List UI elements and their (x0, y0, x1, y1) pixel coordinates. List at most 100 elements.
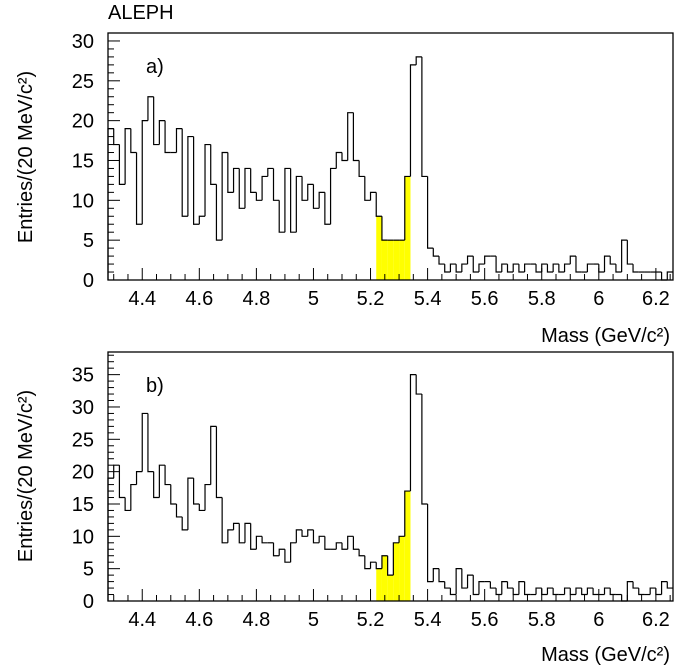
histogram-bin (609, 588, 616, 596)
histogram-bin (518, 264, 525, 273)
histogram-bin (284, 167, 291, 233)
histogram-bin (318, 191, 325, 209)
histogram-bin (472, 575, 479, 596)
x-axis-label: Mass (GeV/c²) (541, 644, 670, 665)
histogram-bin (324, 192, 331, 225)
histogram-bin (449, 263, 457, 273)
histogram-bin (255, 535, 263, 550)
histogram-bin (358, 549, 365, 557)
histogram-bin (193, 136, 200, 225)
histogram-bin (232, 167, 240, 193)
histogram-bin (455, 264, 462, 273)
histogram-bin (324, 536, 331, 550)
histogram-bin (347, 112, 354, 161)
x-axis-label: Mass (GeV/c²) (541, 325, 670, 347)
histogram-bin (295, 529, 303, 543)
histogram-bin (558, 264, 565, 273)
histogram-bin (586, 587, 594, 595)
histogram-bin (329, 167, 337, 225)
histogram-bin (404, 175, 411, 241)
histogram-bin (135, 471, 143, 485)
histogram-bin (250, 168, 257, 193)
x-tick-label: 5.8 (528, 609, 556, 631)
histogram-bin (290, 542, 297, 563)
histogram-bin (409, 374, 417, 492)
histogram-bin (358, 160, 365, 178)
y-tick-label: 0 (83, 270, 94, 292)
histogram-bin (135, 152, 143, 225)
histogram-bin (204, 483, 211, 511)
histogram-bin (387, 555, 394, 576)
x-tick-label: 6.2 (642, 609, 670, 631)
histogram-bin (158, 464, 166, 498)
histogram-bin (181, 516, 188, 531)
histogram-bin (244, 167, 251, 209)
x-tick-label: 4.6 (185, 288, 213, 310)
histogram-bin (170, 484, 177, 505)
x-tick-label: 5 (308, 609, 319, 631)
histogram-bin (278, 548, 285, 556)
signal-bin (393, 240, 400, 280)
x-tick-label: 6.2 (642, 288, 670, 310)
histogram-bin (312, 529, 320, 544)
histogram-bin (518, 580, 525, 595)
histogram-bin (193, 478, 200, 505)
histogram-bin (375, 192, 382, 217)
histogram-bin (632, 581, 639, 589)
histogram-bin (227, 152, 234, 193)
histogram-bin (261, 175, 268, 201)
histogram-bin (592, 588, 599, 596)
histogram-bin (512, 263, 519, 273)
y-tick-label: 5 (83, 559, 94, 581)
histogram-bin (261, 536, 268, 544)
x-tick-label: 5.6 (471, 288, 499, 310)
histogram-panel: 4.4 4.6 4.8 5 5.2 5.4 5.6 5.8 6 6.2 0 5 10 15 20 25 30 a)… (15, 31, 674, 347)
signal-bin (387, 240, 394, 280)
histogram-bin (626, 240, 634, 265)
x-tick-label: 4.8 (242, 609, 270, 631)
histogram-bin (495, 588, 502, 596)
x-tick-label: 5.4 (414, 609, 442, 631)
y-tick-label: 25 (72, 71, 94, 93)
histogram-bin (141, 412, 148, 472)
histogram-bin (364, 176, 371, 201)
histogram-bin (124, 128, 131, 185)
histogram-bin (369, 191, 377, 201)
histogram-bin (478, 580, 485, 595)
y-tick-label: 30 (72, 397, 94, 419)
signal-bin (376, 568, 382, 601)
histogram-bin (535, 587, 542, 595)
histogram-bin (284, 549, 291, 563)
histogram-bin (563, 587, 571, 595)
plot-frame (107, 32, 674, 281)
panel-label: b) (146, 375, 164, 397)
x-tick-label: 4.4 (128, 609, 156, 631)
y-tick-label: 10 (72, 526, 94, 548)
histogram-bin (421, 394, 428, 505)
x-tick-label: 4.4 (128, 288, 156, 310)
histogram-bin (215, 184, 223, 241)
histogram-bin (432, 568, 440, 582)
x-tick-label: 4.8 (242, 288, 270, 310)
histogram-bin (660, 272, 668, 281)
histogram-bin (666, 271, 673, 280)
histogram-bin (649, 587, 656, 595)
histogram-bin (341, 152, 348, 162)
histogram-bin (147, 413, 154, 473)
histogram-bin (415, 374, 422, 395)
histogram-bin (175, 503, 183, 518)
histogram-bin (432, 248, 440, 257)
histogram-bin (609, 256, 616, 265)
histogram-bin (335, 151, 342, 169)
histogram-bin (210, 425, 217, 485)
y-tick-label: 15 (72, 150, 94, 172)
histogram-bin (621, 594, 628, 602)
histogram-bin (541, 588, 548, 596)
histogram-bin (444, 264, 451, 273)
histogram-bin (352, 536, 360, 550)
histogram-bin (484, 255, 491, 265)
histogram-bin (621, 239, 628, 273)
signal-bin (393, 542, 400, 601)
histogram-bin (272, 168, 280, 201)
histogram-bin (398, 535, 405, 543)
